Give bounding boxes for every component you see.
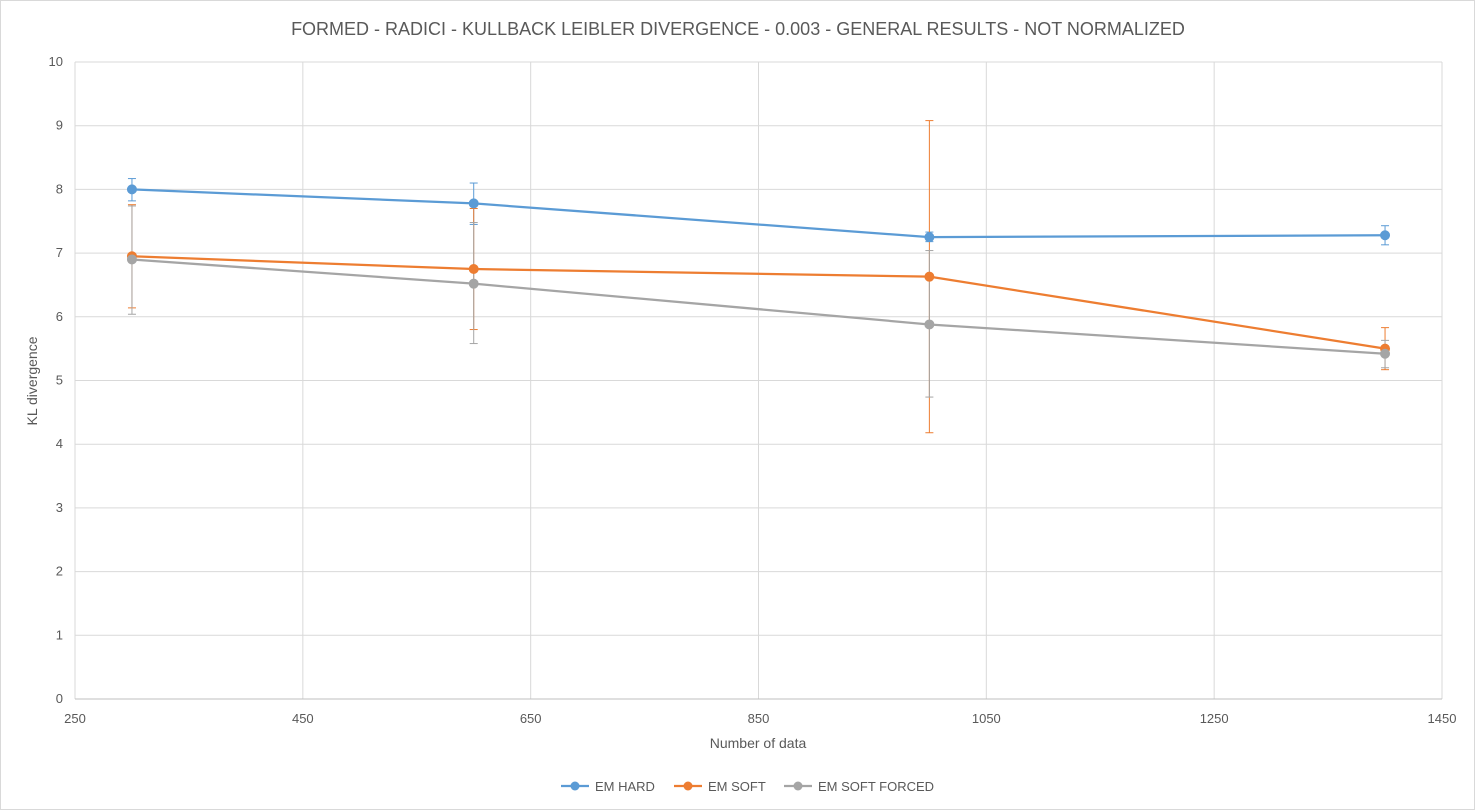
y-tick-label: 9	[56, 118, 63, 133]
data-point-em-hard	[924, 232, 935, 243]
legend-item-em-hard: EM HARD	[561, 779, 655, 794]
x-tick-label: 250	[64, 711, 86, 726]
legend-item-em-soft-forced: EM SOFT FORCED	[784, 779, 934, 794]
data-point-em-soft-forced	[924, 319, 935, 330]
legend-swatch-marker	[793, 781, 803, 791]
y-axis-label: KL divergence	[24, 336, 40, 425]
x-tick-label: 1050	[972, 711, 1001, 726]
series-line-em-soft	[131, 255, 1386, 350]
series-line-em-soft-forced	[131, 258, 1386, 355]
series-lines	[131, 188, 1386, 355]
x-tick-label: 1450	[1428, 711, 1457, 726]
legend-label: EM SOFT FORCED	[818, 779, 934, 794]
series-points	[126, 184, 1391, 359]
legend-label: EM SOFT	[708, 779, 766, 794]
legend-label: EM HARD	[595, 779, 655, 794]
legend-swatch-marker	[570, 781, 580, 791]
y-tick-label: 8	[56, 181, 63, 196]
data-point-em-hard	[468, 198, 479, 209]
data-point-em-hard	[126, 184, 137, 195]
data-point-em-soft-forced	[126, 254, 137, 265]
legend-swatch-marker	[683, 781, 693, 791]
y-tick-label: 3	[56, 500, 63, 515]
data-point-em-soft	[924, 271, 935, 282]
x-tick-label: 650	[520, 711, 542, 726]
x-tick-label: 850	[748, 711, 770, 726]
y-tick-label: 0	[56, 691, 63, 706]
data-point-em-soft-forced	[468, 278, 479, 289]
y-tick-label: 1	[56, 627, 63, 642]
series-line-em-hard	[131, 188, 1386, 239]
y-tick-label: 6	[56, 309, 63, 324]
x-tick-label: 1250	[1200, 711, 1229, 726]
chart-title: FORMED - RADICI - KULLBACK LEIBLER DIVER…	[291, 19, 1185, 39]
tick-labels: 0 1 2 3 4 5 6 7 8 9 10 250 450 650 850 1050 1250 1450	[49, 54, 1457, 726]
x-tick-label: 450	[292, 711, 314, 726]
y-tick-label: 10	[49, 54, 63, 69]
y-tick-label: 2	[56, 564, 63, 579]
data-point-em-hard	[1380, 230, 1391, 241]
y-tick-label: 4	[56, 436, 63, 451]
y-tick-label: 7	[56, 245, 63, 260]
x-axis-label: Number of data	[710, 735, 807, 751]
legend-item-em-soft: EM SOFT	[674, 779, 766, 794]
y-tick-label: 5	[56, 373, 63, 388]
grid	[74, 61, 1443, 700]
data-point-em-soft-forced	[1380, 348, 1391, 359]
data-point-em-soft	[468, 264, 479, 275]
legend: EM HARD EM SOFT EM SOFT FORCED	[561, 779, 934, 794]
